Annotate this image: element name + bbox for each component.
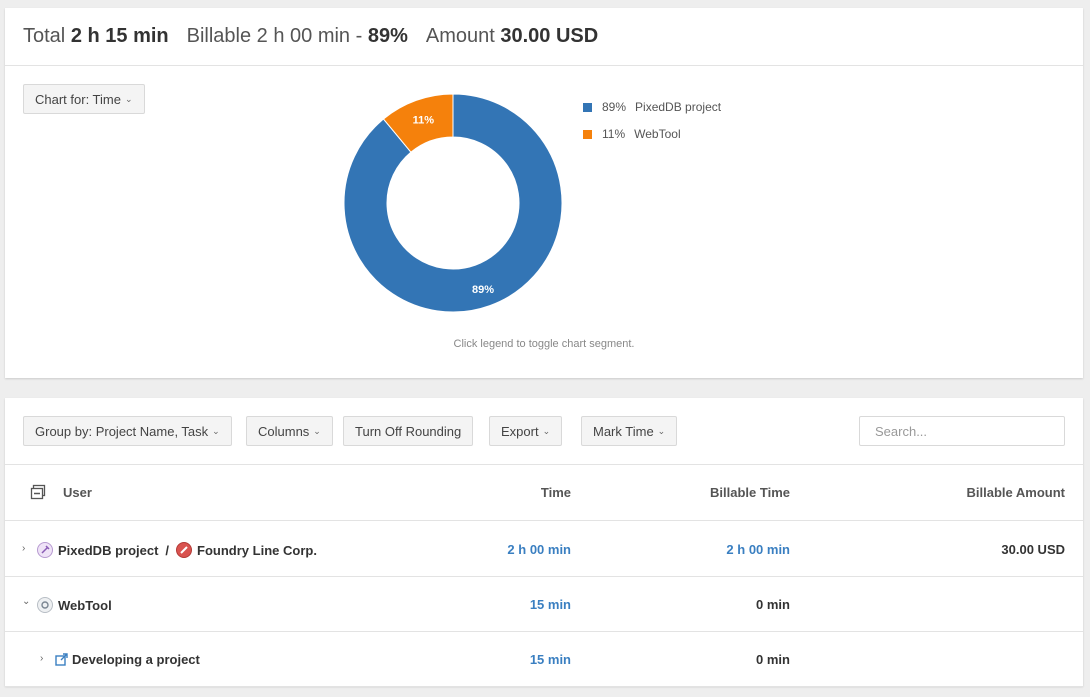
total-summary: Total 2 h 15 min — [23, 25, 169, 48]
group-by-dropdown[interactable]: Group by: Project Name, Task ⌄ — [23, 416, 232, 446]
donut-slice-pixeddb-project[interactable] — [343, 93, 563, 313]
table-row[interactable]: › Developing a project 15 min 0 min — [5, 632, 1083, 687]
row-separator: / — [165, 542, 170, 558]
billable-time-value: 0 min — [756, 597, 790, 612]
project-name[interactable]: WebTool — [58, 597, 112, 613]
legend-item-pixeddb[interactable]: 89% PixedDB project — [583, 100, 721, 114]
table-row[interactable]: ⌄ WebTool 15 min 0 min — [5, 577, 1083, 632]
collapse-all-icon[interactable] — [30, 484, 46, 503]
billable-amount-value: 30.00 USD — [1001, 542, 1065, 557]
donut-chart: 89% 11% — [343, 93, 563, 313]
billable-time-value: 0 min — [756, 652, 790, 667]
legend-percent: 89% — [602, 100, 627, 114]
chevron-down-icon: ⌄ — [542, 425, 551, 436]
search-input[interactable] — [859, 416, 1065, 446]
task-name[interactable]: Developing a project — [72, 652, 200, 667]
export-dropdown[interactable]: Export ⌄ — [489, 416, 563, 446]
columns-dropdown[interactable]: Columns ⌄ — [246, 416, 333, 446]
legend-item-webtool[interactable]: 11% WebTool — [583, 127, 681, 141]
billable-summary: Billable 2 h 00 min - 89% — [187, 25, 408, 48]
client-name[interactable]: Foundry Line Corp. — [197, 542, 317, 558]
chevron-right-icon[interactable]: › — [40, 653, 44, 664]
chevron-down-icon: ⌄ — [313, 425, 321, 436]
chart-for-label: Chart for: Time — [35, 91, 121, 107]
column-header-user[interactable]: User — [63, 485, 92, 500]
legend-swatch — [583, 129, 592, 139]
column-header-billable-amount[interactable]: Billable Amount — [966, 485, 1065, 500]
report-table-card: Group by: Project Name, Task ⌄ Columns ⌄… — [5, 398, 1083, 687]
chart-hint: Click legend to toggle chart segment. — [453, 338, 635, 350]
summary-card: Total 2 h 15 min Billable 2 h 00 min - 8… — [5, 8, 1083, 378]
rounding-label: Turn Off Rounding — [355, 423, 462, 439]
time-value[interactable]: 2 h 00 min — [507, 542, 571, 557]
column-header-time[interactable]: Time — [540, 485, 571, 500]
total-label: Total — [23, 25, 66, 47]
mark-time-label: Mark Time — [593, 423, 654, 439]
amount-summary: Amount 30.00 USD — [426, 25, 598, 48]
row-title: Developing a project — [55, 652, 200, 667]
amount-label: Amount — [425, 25, 495, 47]
billable-label: Billable 2 h 00 min - — [186, 25, 363, 47]
pixeddb-project-icon — [37, 542, 53, 558]
chevron-down-icon: ⌄ — [657, 425, 666, 436]
turn-off-rounding-button[interactable]: Turn Off Rounding — [343, 416, 474, 446]
table-header: User Time Billable Time Billable Amount — [5, 465, 1083, 521]
chevron-down-icon: ⌄ — [212, 425, 220, 436]
billable-percent: 89% — [367, 25, 408, 47]
foundry-client-icon — [176, 542, 193, 558]
export-label: Export — [501, 423, 539, 439]
summary-header: Total 2 h 15 min Billable 2 h 00 min - 8… — [5, 8, 1083, 66]
project-name[interactable]: PixedDB project — [58, 542, 159, 558]
legend-name: PixedDB project — [635, 100, 722, 114]
time-value[interactable]: 15 min — [529, 652, 571, 667]
donut-slice-webtool[interactable] — [382, 93, 454, 153]
mark-time-dropdown[interactable]: Mark Time ⌄ — [581, 416, 678, 446]
chevron-down-icon[interactable]: ⌄ — [22, 596, 31, 607]
column-header-billable-time[interactable]: Billable Time — [710, 485, 790, 500]
amount-value: 30.00 USD — [500, 25, 599, 47]
chart-for-dropdown[interactable]: Chart for: Time ⌄ — [23, 84, 145, 114]
group-by-label: Group by: Project Name, Task — [35, 423, 209, 439]
table-row[interactable]: › PixedDB project / Foundry Line Corp. 2… — [5, 522, 1083, 577]
chevron-down-icon: ⌄ — [124, 93, 133, 104]
row-title: PixedDB project / Foundry Line Corp. — [37, 542, 317, 558]
legend-name: WebTool — [634, 127, 681, 141]
row-title: WebTool — [37, 597, 112, 613]
chevron-right-icon[interactable]: › — [22, 543, 26, 554]
external-task-icon — [55, 653, 68, 666]
time-value[interactable]: 15 min — [529, 597, 571, 612]
legend-swatch — [583, 102, 592, 112]
webtool-project-icon — [37, 597, 53, 613]
total-value: 2 h 15 min — [70, 25, 169, 47]
billable-time-value[interactable]: 2 h 00 min — [726, 542, 790, 557]
donut-slice-label: 89% — [472, 284, 494, 296]
columns-label: Columns — [258, 423, 310, 439]
donut-slice-label: 11% — [413, 115, 435, 127]
legend-percent: 11% — [602, 127, 626, 141]
report-toolbar: Group by: Project Name, Task ⌄ Columns ⌄… — [5, 398, 1083, 465]
